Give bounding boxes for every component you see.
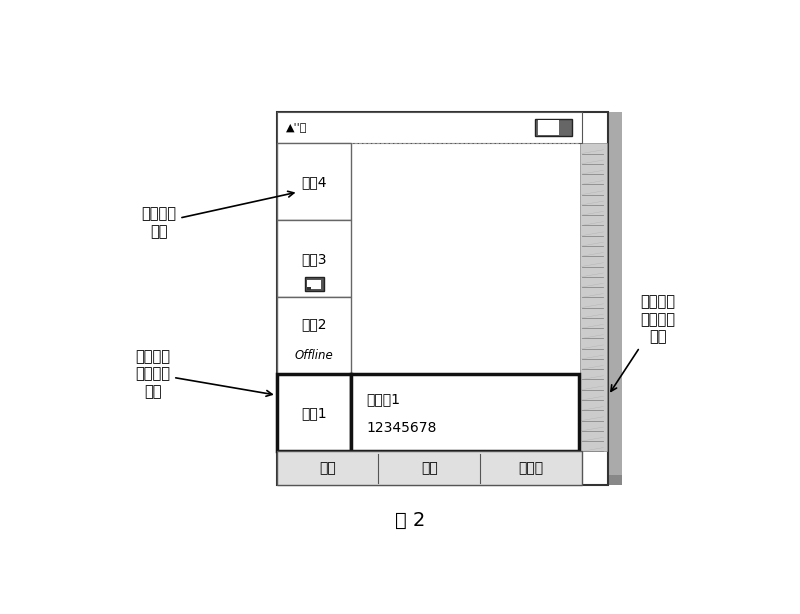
Text: 头像4: 头像4 — [301, 175, 326, 188]
Bar — [608, 112, 622, 475]
Bar — [538, 120, 558, 134]
Bar — [581, 143, 606, 451]
Bar — [535, 119, 572, 136]
Bar — [277, 451, 582, 485]
Text: 名片夹: 名片夹 — [518, 461, 543, 475]
Bar — [277, 143, 351, 220]
Text: 图 2: 图 2 — [395, 511, 425, 530]
Text: 当前聚焦
的联系人
头像: 当前聚焦 的联系人 头像 — [135, 349, 272, 399]
Text: 当前聚焦
联系人的
属性: 当前聚焦 联系人的 属性 — [611, 295, 675, 391]
Bar — [307, 287, 310, 290]
Text: 选项: 选项 — [319, 461, 336, 475]
Bar — [290, 475, 622, 485]
Text: 头像3: 头像3 — [301, 252, 326, 266]
Text: 头像2: 头像2 — [301, 317, 326, 332]
Text: ▲''川: ▲''川 — [286, 122, 307, 133]
Bar — [608, 475, 622, 485]
Text: 呈现状态
图标: 呈现状态 图标 — [142, 192, 294, 239]
Text: 菜单: 菜单 — [421, 461, 438, 475]
Bar — [277, 297, 351, 375]
Bar — [277, 112, 608, 485]
Bar — [277, 375, 351, 451]
Text: 12345678: 12345678 — [366, 421, 437, 435]
Bar — [351, 375, 579, 451]
Bar — [277, 112, 582, 143]
Text: 头像1: 头像1 — [301, 406, 326, 420]
Bar — [277, 220, 351, 297]
Text: 联系人1: 联系人1 — [366, 392, 401, 406]
Bar — [305, 277, 323, 291]
Text: Offline: Offline — [294, 349, 334, 362]
Bar — [307, 280, 321, 289]
